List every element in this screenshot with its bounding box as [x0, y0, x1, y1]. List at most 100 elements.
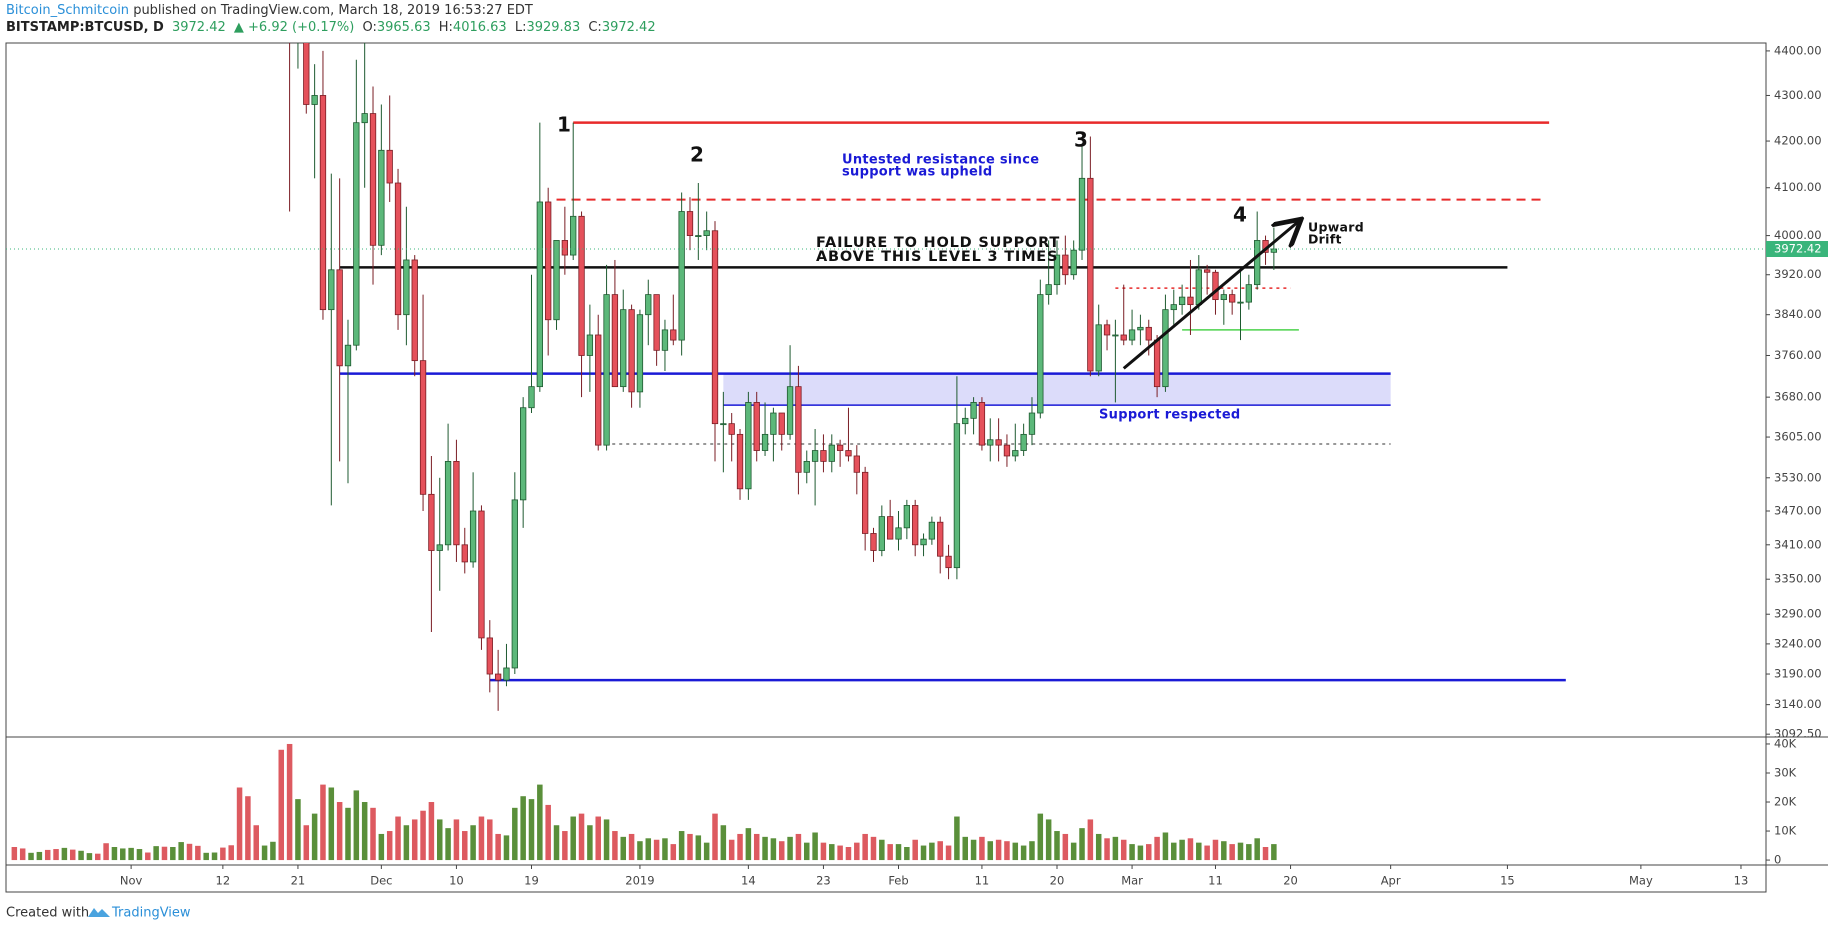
symbol: BITSTAMP:BTCUSD, D [6, 20, 164, 35]
volume-bar [570, 816, 576, 861]
volume-bar [1187, 838, 1194, 861]
candle-body [811, 450, 819, 462]
volume-bar [762, 836, 768, 861]
candle-body [1145, 326, 1152, 341]
candle-body [386, 149, 393, 184]
candle-body [536, 201, 543, 388]
volume-bar [979, 836, 985, 861]
volume-bar [436, 819, 443, 861]
volume-bar [386, 831, 393, 861]
volume-bar [44, 849, 51, 861]
volume-bar [320, 784, 326, 861]
footer-brand[interactable]: TradingView [111, 906, 191, 921]
candle-body [586, 334, 594, 356]
volume-bar [587, 825, 593, 861]
candle-body [1128, 329, 1136, 341]
volume-bar [812, 832, 818, 861]
volume-bar [545, 804, 551, 861]
volume-bar [879, 839, 885, 861]
l-value: 3929.83 [526, 20, 581, 35]
volume-bar [278, 749, 285, 861]
candle-body [478, 510, 485, 639]
candle-body [1020, 433, 1027, 451]
volume-bar [854, 842, 860, 861]
annotation-text: ABOVE THIS LEVEL 3 TIMES [816, 249, 1058, 265]
l-label: L: [514, 20, 527, 35]
candle-body [753, 402, 760, 451]
candle-body [494, 673, 502, 681]
volume-bar [695, 835, 702, 861]
annotation-text: Untested resistance since [842, 153, 1039, 168]
volume-bar [1237, 842, 1244, 861]
volume-bar [1120, 839, 1127, 861]
volume-bar [153, 846, 159, 861]
candle-body [428, 493, 435, 551]
volume-bar [28, 852, 34, 861]
candle-body [828, 444, 835, 462]
volume-bar [1112, 836, 1119, 861]
volume-bar [954, 816, 960, 861]
candle-body [745, 402, 752, 490]
volume-bar [253, 825, 259, 861]
candle-body [328, 269, 335, 311]
candle-body [928, 521, 936, 540]
volume-bar [178, 842, 184, 861]
volume-bar [820, 842, 827, 861]
candle-body [861, 471, 869, 534]
y-tick-label: 3092.50 [1774, 727, 1822, 741]
volume-bar [1162, 832, 1169, 861]
volume-bar [645, 838, 652, 861]
volume-bar [537, 784, 543, 861]
volume-bar [303, 825, 310, 861]
volume-bar [595, 816, 601, 861]
volume-bar [520, 796, 526, 861]
volume-bar [1012, 842, 1019, 861]
volume-bar [1029, 841, 1035, 861]
candle-body [1153, 339, 1161, 388]
volume-bar [837, 845, 843, 861]
author[interactable]: Bitcoin_Schmitcoin [6, 3, 130, 18]
candle-body [1028, 412, 1036, 435]
candle-body [937, 521, 944, 557]
volume-bar [128, 847, 134, 861]
volume-bar [904, 847, 910, 861]
volume-bar [662, 838, 668, 861]
annotation-text: 2 [690, 143, 704, 167]
tv-logo [88, 908, 110, 917]
volume-bar [170, 847, 176, 861]
x-tick-label: Mar [1121, 874, 1143, 888]
volume-bar [829, 844, 835, 861]
volume-bar [361, 802, 368, 861]
candle-body [628, 309, 635, 393]
volume-bar [145, 852, 151, 861]
volume-bar [111, 847, 118, 861]
volume-bar [411, 819, 418, 861]
volume-bar [1045, 819, 1052, 861]
volume-bar [328, 787, 335, 861]
volume-bar [728, 839, 735, 861]
volume-bar [220, 847, 226, 861]
support-zone [723, 373, 1391, 406]
candle-body [853, 455, 860, 473]
volume-bar [612, 831, 618, 861]
y-tick-label: 3140.00 [1774, 697, 1822, 711]
candle-body [369, 113, 377, 246]
volume-bar [870, 836, 877, 861]
candle-body [1178, 296, 1186, 306]
candle-body [611, 294, 619, 388]
volume-bar [1079, 828, 1085, 861]
x-tick-label: 11 [1208, 874, 1223, 888]
volume-tick-label: 0 [1774, 853, 1781, 867]
candle-body [970, 402, 977, 419]
trend-arrow [1122, 221, 1299, 370]
volume-bar [36, 851, 43, 861]
volume-bar [787, 836, 793, 861]
volume-bar [862, 833, 868, 861]
volume-bar [236, 787, 243, 861]
symbol-line: BITSTAMP:BTCUSD, D 3972.42 ▲ +6.92 (+0.1… [6, 20, 660, 35]
volume-bar [1221, 841, 1227, 861]
candle-body [711, 230, 719, 425]
candle-body [503, 667, 510, 681]
volume-bar [478, 816, 485, 861]
